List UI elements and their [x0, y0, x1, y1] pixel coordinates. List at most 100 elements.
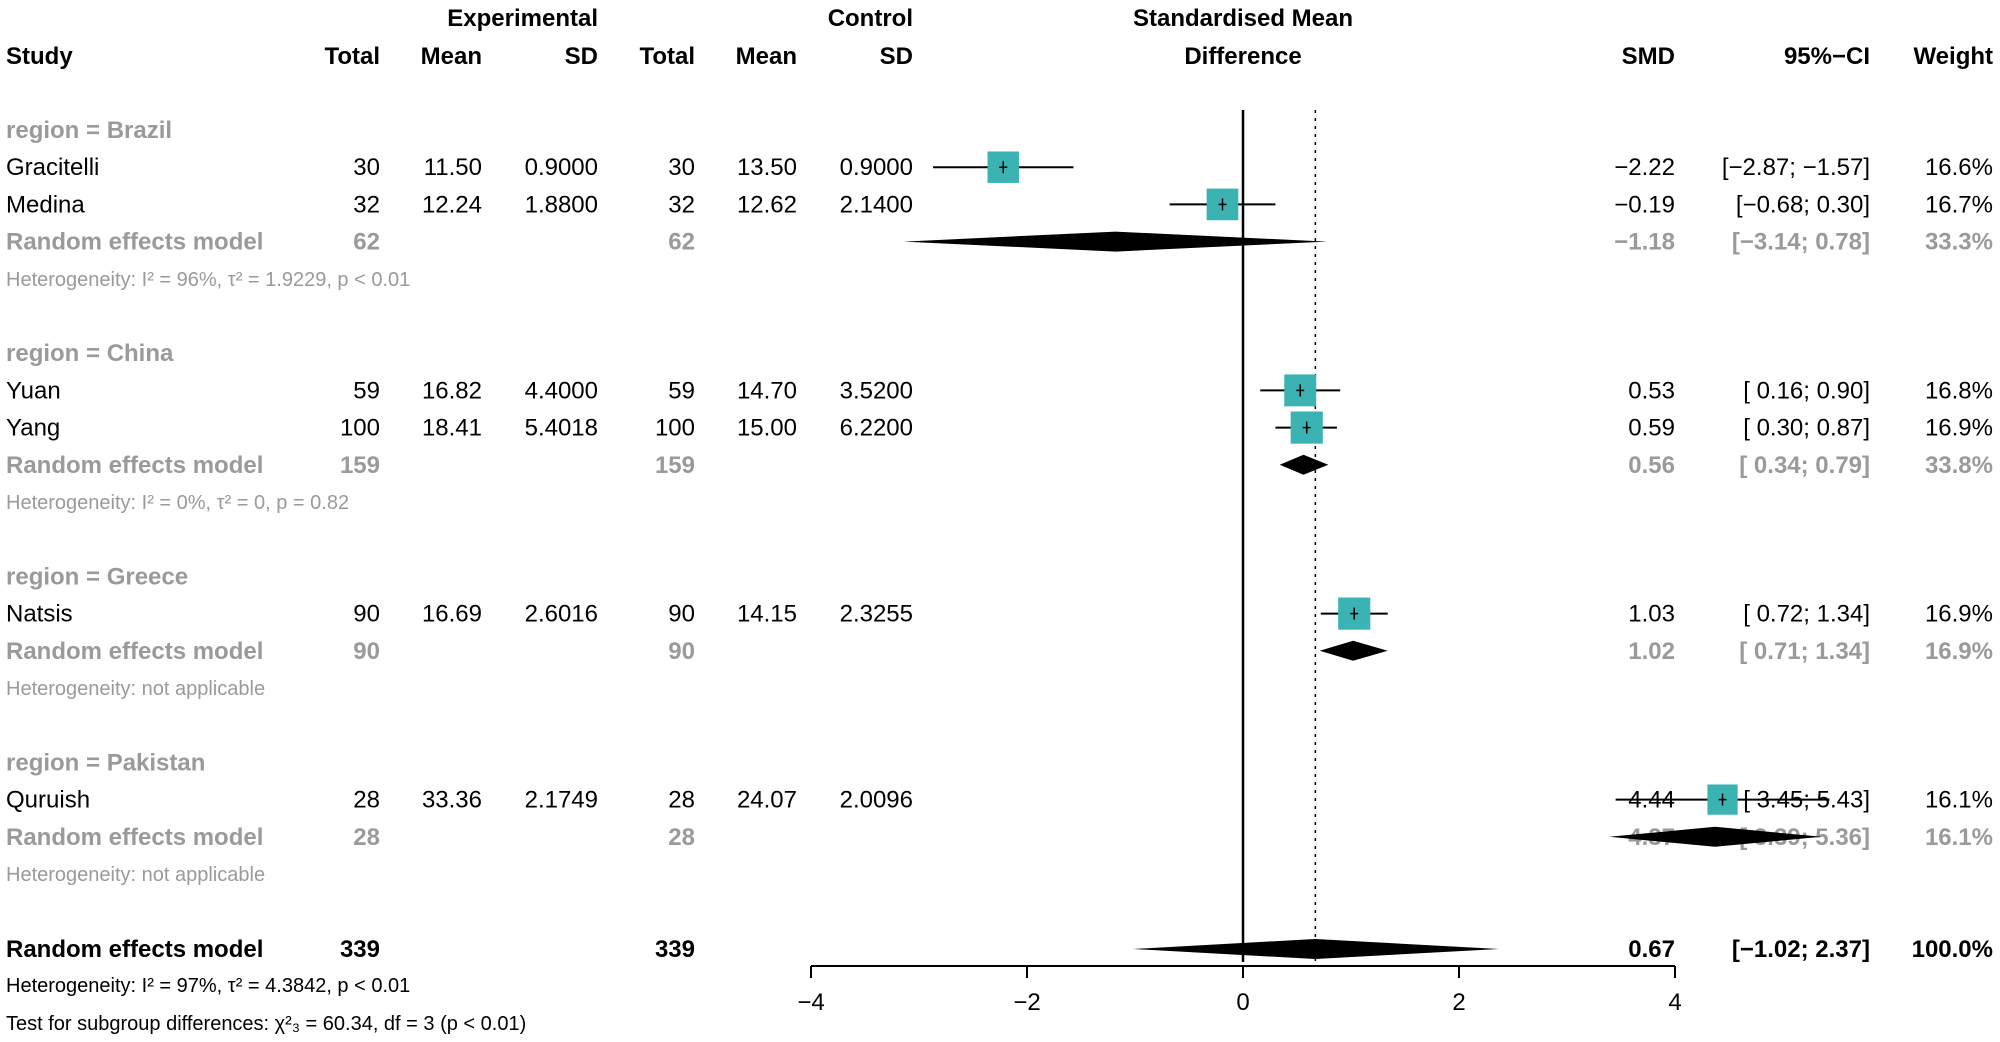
summary-diamond [1609, 826, 1822, 847]
control-sd: 6.2200 [840, 415, 913, 442]
control-mean: 13.50 [737, 154, 797, 181]
control-mean: 15.00 [737, 415, 797, 442]
summary-diamond [1279, 454, 1329, 475]
control-sd: 3.5200 [840, 377, 913, 404]
smd-value: 0.59 [1628, 415, 1675, 442]
model-weight-value: 16.1% [1925, 824, 1993, 851]
model-weight-value: 33.8% [1925, 452, 1993, 479]
control-mean: 24.07 [737, 787, 797, 814]
experimental-total: 30 [353, 154, 380, 181]
control-total: 30 [668, 154, 695, 181]
study-name: Yang [6, 415, 60, 442]
control-mean: 12.62 [737, 191, 797, 218]
study-name: Quruish [6, 787, 90, 814]
model-control-total: 159 [655, 452, 695, 479]
x-tick-label: 2 [1452, 989, 1465, 1016]
experimental-total: 59 [353, 377, 380, 404]
control-sd: 2.3255 [840, 601, 913, 628]
weight-value: 16.6% [1925, 154, 1993, 181]
smd-value: −2.22 [1614, 154, 1675, 181]
header-e-total: Total [324, 43, 380, 70]
confidence-interval: [−0.68; 0.30] [1736, 191, 1870, 218]
experimental-mean: 33.36 [422, 787, 482, 814]
experimental-sd: 1.8800 [525, 191, 598, 218]
summary-diamond [1132, 939, 1499, 959]
subgroup-label: region = Brazil [6, 117, 172, 144]
experimental-sd: 4.4000 [525, 377, 598, 404]
weight-value: 16.9% [1925, 415, 1993, 442]
weight-value: 16.8% [1925, 377, 1993, 404]
control-total: 32 [668, 191, 695, 218]
control-total: 100 [655, 415, 695, 442]
control-total: 90 [668, 601, 695, 628]
subgroup-difference-test: Test for subgroup differences: χ²₃ = 60.… [6, 1013, 526, 1035]
study-name: Yuan [6, 377, 61, 404]
model-weight-value: 100.0% [1912, 936, 1993, 963]
experimental-sd: 0.9000 [525, 154, 598, 181]
control-mean: 14.15 [737, 601, 797, 628]
model-name: Random effects model [6, 936, 263, 963]
overall-heterogeneity: Heterogeneity: I² = 97%, τ² = 4.3842, p … [6, 975, 410, 997]
model-control-total: 28 [668, 824, 695, 851]
model-confidence-interval: [ 0.34; 0.79] [1739, 452, 1870, 479]
weight-value: 16.9% [1925, 601, 1993, 628]
model-name: Random effects model [6, 824, 263, 851]
model-weight-value: 16.9% [1925, 638, 1993, 665]
model-experimental-total: 159 [340, 452, 380, 479]
control-sd: 0.9000 [840, 154, 913, 181]
experimental-sd: 2.1749 [525, 787, 598, 814]
header-smd-title-1: Standardised Mean [1133, 5, 1353, 32]
subgroup-label: region = Pakistan [6, 749, 205, 776]
x-tick-label: 4 [1668, 989, 1681, 1016]
x-tick-label: −2 [1013, 989, 1040, 1016]
model-confidence-interval: [−1.02; 2.37] [1732, 936, 1870, 963]
confidence-interval: [ 0.30; 0.87] [1743, 415, 1870, 442]
x-axis-ticks: −4 −2 0 2 4 [797, 966, 1682, 1016]
experimental-total: 28 [353, 787, 380, 814]
confidence-interval: [ 0.72; 1.34] [1743, 601, 1870, 628]
study-name: Medina [6, 191, 85, 218]
model-smd-value: 0.56 [1628, 452, 1675, 479]
header-control: Control [828, 5, 913, 32]
header-smd-title-2: Difference [1184, 43, 1301, 70]
model-name: Random effects model [6, 229, 263, 256]
control-sd: 2.0096 [840, 787, 913, 814]
model-experimental-total: 90 [353, 638, 380, 665]
study-name: Gracitelli [6, 154, 99, 181]
confidence-interval: [ 0.16; 0.90] [1743, 377, 1870, 404]
model-confidence-interval: [ 0.71; 1.34] [1739, 638, 1870, 665]
experimental-mean: 16.69 [422, 601, 482, 628]
model-control-total: 62 [668, 229, 695, 256]
summary-diamond [1319, 640, 1388, 661]
model-name: Random effects model [6, 452, 263, 479]
header-c-sd: SD [880, 43, 913, 70]
x-tick-label: −4 [797, 989, 824, 1016]
header-weight: Weight [1913, 43, 1993, 70]
model-smd-value: 0.67 [1628, 936, 1675, 963]
model-experimental-total: 339 [340, 936, 380, 963]
confidence-interval: [−2.87; −1.57] [1722, 154, 1870, 181]
experimental-mean: 11.50 [424, 154, 482, 181]
header-c-mean: Mean [736, 43, 797, 70]
experimental-total: 90 [353, 601, 380, 628]
header-study: Study [6, 43, 73, 70]
subgroup-heterogeneity: Heterogeneity: not applicable [6, 864, 265, 886]
header-e-sd: SD [565, 43, 598, 70]
x-tick-label: 0 [1236, 989, 1249, 1016]
model-experimental-total: 62 [353, 229, 380, 256]
model-smd-value: −1.18 [1614, 229, 1675, 256]
model-weight-value: 33.3% [1925, 229, 1993, 256]
smd-value: −0.19 [1614, 191, 1675, 218]
weight-value: 16.1% [1925, 787, 1993, 814]
control-total: 59 [668, 377, 695, 404]
model-experimental-total: 28 [353, 824, 380, 851]
subgroup-label: region = Greece [6, 563, 188, 590]
experimental-mean: 12.24 [422, 191, 482, 218]
control-mean: 14.70 [737, 377, 797, 404]
model-confidence-interval: [−3.14; 0.78] [1732, 229, 1870, 256]
subgroup-heterogeneity: Heterogeneity: not applicable [6, 678, 265, 700]
rows: region = Brazil Gracitelli 30 11.50 0.9000 30… [6, 117, 1993, 963]
model-control-total: 90 [668, 638, 695, 665]
subgroup-label: region = China [6, 340, 174, 367]
